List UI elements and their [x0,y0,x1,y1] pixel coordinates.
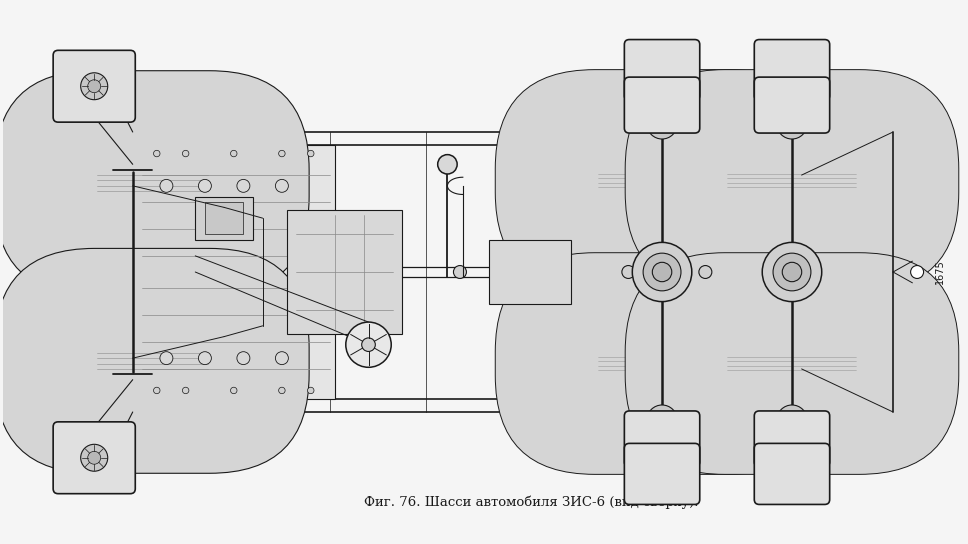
Circle shape [230,150,237,157]
Circle shape [643,253,681,291]
Circle shape [160,180,173,193]
Circle shape [652,262,672,282]
Circle shape [276,180,288,193]
Circle shape [632,243,692,301]
FancyBboxPatch shape [754,443,830,504]
Circle shape [621,265,635,279]
Circle shape [308,387,314,394]
Circle shape [237,351,250,364]
Circle shape [777,405,807,435]
FancyBboxPatch shape [754,40,830,101]
FancyBboxPatch shape [754,77,830,133]
Circle shape [782,262,802,282]
Bar [287,210,402,334]
FancyBboxPatch shape [0,249,309,473]
Circle shape [647,405,678,435]
Text: 1675: 1675 [935,259,945,285]
Circle shape [540,265,553,279]
Circle shape [237,180,250,193]
Circle shape [88,80,101,92]
Circle shape [198,180,211,193]
Circle shape [453,265,467,279]
Circle shape [911,265,923,279]
FancyBboxPatch shape [754,411,830,467]
Circle shape [160,351,173,364]
FancyBboxPatch shape [624,443,700,504]
FancyBboxPatch shape [624,411,700,467]
Circle shape [654,116,670,132]
Bar [196,196,253,240]
Circle shape [308,150,314,157]
Circle shape [80,73,107,100]
Circle shape [647,109,678,139]
Bar [137,145,335,399]
Circle shape [279,387,286,394]
Circle shape [154,150,160,157]
FancyBboxPatch shape [53,422,136,493]
Circle shape [182,150,189,157]
FancyBboxPatch shape [496,70,829,291]
Circle shape [777,109,807,139]
FancyBboxPatch shape [496,253,829,474]
Circle shape [182,387,189,394]
Circle shape [80,444,107,471]
Circle shape [784,412,800,428]
Circle shape [699,265,711,279]
FancyBboxPatch shape [0,71,309,295]
Bar [42,46,936,493]
Circle shape [154,387,160,394]
Circle shape [279,150,286,157]
Circle shape [784,116,800,132]
FancyBboxPatch shape [53,51,136,122]
Circle shape [438,154,457,174]
Circle shape [230,387,237,394]
FancyBboxPatch shape [625,70,958,291]
Circle shape [276,351,288,364]
Circle shape [762,243,822,301]
FancyBboxPatch shape [624,40,700,101]
Circle shape [88,452,101,464]
Text: Фиг. 76. Шасси автомобиля ЗИС-6 (вид сверху).: Фиг. 76. Шасси автомобиля ЗИС-6 (вид све… [364,496,698,509]
Bar [205,202,243,234]
Circle shape [654,412,670,428]
FancyBboxPatch shape [625,253,958,474]
Circle shape [198,351,211,364]
Circle shape [773,253,811,291]
Circle shape [362,338,376,351]
FancyBboxPatch shape [624,77,700,133]
Circle shape [346,322,391,367]
Bar [489,240,570,304]
